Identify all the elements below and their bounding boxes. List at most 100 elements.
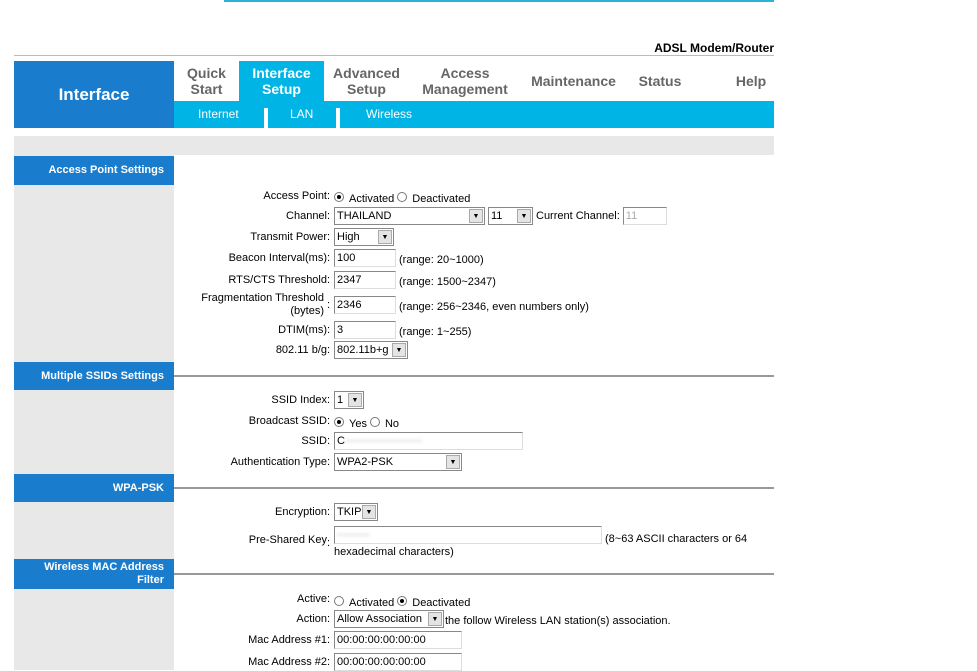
multiple-ssids-header: Multiple SSIDs Settings: [14, 362, 174, 390]
current-channel-field: 11: [622, 207, 667, 225]
section-divider: [174, 375, 774, 377]
chevron-down-icon: ▼: [362, 505, 376, 519]
mac-filter-header: Wireless MAC Address Filter: [14, 559, 174, 589]
action-suffix-text: the follow Wireless LAN station(s) assoc…: [445, 615, 671, 627]
yes-label: Yes: [349, 418, 367, 430]
channel-label: Channel: [286, 210, 327, 222]
subtab-internet[interactable]: Internet: [198, 107, 239, 121]
colon: :: [327, 190, 331, 202]
psk-hint: (8~63 ASCII characters or 64: [605, 533, 748, 545]
rts-threshold-label: RTS/CTS Threshold: [228, 274, 327, 286]
beacon-range-hint: (range: 20~1000): [399, 254, 484, 266]
channel-select[interactable]: 11 ▼: [488, 207, 533, 225]
subtab-lan[interactable]: LAN: [290, 107, 314, 121]
top-divider: [224, 0, 774, 2]
colon: :: [327, 299, 331, 311]
colon: :: [327, 394, 331, 406]
rts-range-hint: (range: 1500~2347): [399, 276, 496, 288]
chevron-down-icon: ▼: [469, 209, 483, 223]
mac-address-1-input[interactable]: 00:00:00:00:00:00: [334, 631, 462, 649]
chevron-down-icon: ▼: [428, 612, 442, 626]
colon: :: [327, 656, 331, 668]
colon: :: [327, 435, 331, 447]
mac-address-2-input[interactable]: 00:00:00:00:00:00: [334, 653, 462, 671]
chevron-down-icon: ▼: [517, 209, 531, 223]
tab-status[interactable]: Status: [638, 73, 682, 89]
fragmentation-threshold-input[interactable]: 2346: [334, 296, 396, 314]
colon: :: [327, 415, 331, 427]
dtim-input[interactable]: 3: [334, 321, 396, 339]
transmit-power-label: Transmit Power: [250, 231, 327, 243]
colon: :: [327, 613, 331, 625]
ssid-input[interactable]: C·····················: [334, 432, 523, 450]
deactivated-label: Deactivated: [412, 597, 471, 609]
encryption-label: Encryption: [275, 506, 327, 518]
model-name: ADSL Modem/Router: [654, 41, 774, 55]
wpa-psk-header: WPA-PSK: [14, 474, 174, 502]
header-divider: [14, 55, 774, 56]
pre-shared-key-label: Pre-Shared Key: [248, 534, 327, 546]
encryption-select[interactable]: TKIP ▼: [334, 503, 378, 521]
left-column: [14, 155, 174, 670]
tab-help[interactable]: Help: [735, 73, 767, 89]
mac-filter-active-label: Active: [297, 593, 327, 605]
tab-maintenance[interactable]: Maintenance: [531, 73, 616, 89]
colon: :: [327, 506, 331, 518]
colon: :: [327, 252, 331, 264]
access-point-activated-radio[interactable]: [334, 192, 344, 202]
current-channel-label: Current Channel:: [536, 210, 620, 222]
colon: :: [327, 537, 331, 549]
no-label: No: [384, 418, 400, 430]
chevron-down-icon: ▼: [392, 343, 406, 357]
tab-interface-setup[interactable]: Interface Setup: [239, 61, 324, 101]
colon: :: [327, 274, 331, 286]
wireless-mode-label: 802.11 b/g: [275, 344, 327, 356]
colon: :: [327, 324, 331, 336]
section-divider: [174, 487, 774, 489]
broadcast-yes-radio[interactable]: [334, 417, 344, 427]
channel-region-select[interactable]: THAILAND ▼: [334, 207, 485, 225]
colon: :: [327, 344, 331, 356]
access-point-label: Access Point: [263, 190, 327, 202]
mac-filter-deactivated-radio[interactable]: [397, 596, 408, 606]
colon: :: [327, 634, 331, 646]
tab-advanced-setup[interactable]: Advanced Setup: [333, 65, 400, 97]
access-point-settings-header: Access Point Settings: [14, 156, 174, 185]
dtim-range-hint: (range: 1~255): [399, 326, 472, 338]
mac-address-1-label: Mac Address #1: [248, 634, 327, 646]
subtab-separator: [336, 108, 340, 128]
ssid-index-select[interactable]: 1 ▼: [334, 391, 364, 409]
activated-label: Activated: [349, 597, 395, 609]
ssid-label: SSID: [301, 435, 327, 447]
authentication-type-select[interactable]: WPA2-PSK ▼: [334, 453, 462, 471]
beacon-interval-input[interactable]: 100: [334, 249, 396, 267]
colon: :: [327, 456, 331, 468]
deactivated-label: Deactivated: [412, 193, 471, 205]
ssid-index-label: SSID Index: [271, 394, 327, 406]
action-select[interactable]: Allow Association ▼: [334, 610, 444, 628]
colon: :: [327, 231, 331, 243]
fragmentation-range-hint: (range: 256~2346, even numbers only): [399, 301, 589, 313]
action-label: Action: [296, 613, 327, 625]
subtab-wireless[interactable]: Wireless: [366, 107, 413, 121]
chevron-down-icon: ▼: [348, 393, 362, 407]
pre-shared-key-input[interactable]: ·········: [334, 526, 602, 544]
rts-threshold-input[interactable]: 2347: [334, 271, 396, 289]
chevron-down-icon: ▼: [446, 455, 460, 469]
tab-quick-start[interactable]: Quick Start: [187, 65, 226, 97]
access-point-deactivated-radio[interactable]: [397, 192, 408, 202]
wireless-mode-select[interactable]: 802.11b+g ▼: [334, 341, 408, 359]
broadcast-ssid-label: Broadcast SSID: [248, 415, 327, 427]
broadcast-no-radio[interactable]: [369, 417, 380, 427]
subtab-separator: [264, 108, 268, 128]
colon: :: [327, 210, 331, 222]
authentication-type-label: Authentication Type: [230, 456, 327, 468]
mac-filter-activated-radio[interactable]: [334, 596, 344, 606]
tab-access-management[interactable]: Access Management: [422, 65, 508, 97]
transmit-power-select[interactable]: High ▼: [334, 228, 394, 246]
colon: :: [327, 593, 331, 605]
beacon-interval-label: Beacon Interval(ms): [228, 252, 327, 264]
dtim-label: DTIM(ms): [278, 324, 327, 336]
section-title: Interface: [14, 61, 174, 128]
psk-hint-continued: hexadecimal characters): [334, 546, 454, 558]
